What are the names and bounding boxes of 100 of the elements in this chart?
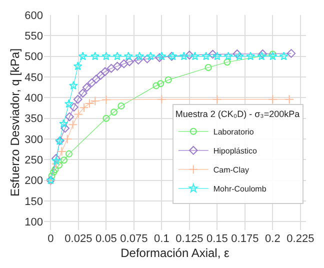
point: [60, 124, 70, 133]
point: [78, 52, 88, 60]
point: [48, 172, 56, 180]
point: [65, 150, 72, 158]
point: [179, 52, 188, 60]
point: [74, 110, 84, 119]
point: [118, 102, 125, 110]
legend-label: Laboratorio: [213, 128, 254, 137]
point: [185, 50, 194, 60]
point: [146, 52, 156, 60]
x-tick-label: 0.2: [265, 233, 280, 245]
point: [155, 53, 164, 62]
x-tick-label: 0.025: [64, 233, 92, 245]
point: [59, 119, 68, 128]
point: [212, 52, 222, 60]
point: [286, 49, 296, 58]
point: [268, 52, 278, 60]
point: [70, 102, 78, 112]
point: [78, 88, 88, 98]
point: [134, 52, 144, 60]
point: [52, 159, 61, 169]
point: [112, 52, 122, 60]
point: [52, 156, 61, 165]
point: [101, 95, 111, 104]
y-tick-label: 100: [24, 216, 43, 229]
point: [96, 70, 106, 80]
x-tick-label: 0.175: [231, 233, 259, 245]
point: [224, 58, 231, 66]
point: [64, 99, 74, 108]
point: [68, 120, 78, 130]
point: [68, 81, 78, 90]
point: [142, 54, 152, 64]
x-tick-label: 0.075: [120, 233, 148, 245]
point: [224, 52, 233, 60]
y-tick-label: 300: [24, 134, 43, 146]
point: [73, 62, 82, 70]
point: [79, 102, 89, 112]
point: [257, 52, 266, 60]
point: [106, 64, 116, 73]
point: [87, 78, 96, 88]
x-tick-label: 0.125: [176, 233, 204, 245]
point: [156, 94, 166, 104]
y-axis-title: Esfuerzo Desviador, q [kPa]: [8, 48, 22, 197]
point: [102, 52, 111, 60]
point: [52, 166, 59, 174]
point: [190, 52, 200, 60]
legend-label: Cam-Clay: [213, 166, 249, 175]
point: [202, 52, 211, 60]
point: [157, 52, 166, 60]
point: [90, 52, 100, 60]
point: [157, 80, 164, 88]
point: [125, 57, 134, 66]
y-tick-label: 250: [24, 154, 43, 167]
legend-title: Muestra 2 (CK₀D) - σ₃=200kPa: [175, 108, 300, 119]
point: [84, 98, 94, 108]
point: [82, 82, 92, 92]
x-tick-label: 0.05: [95, 233, 117, 245]
point: [120, 59, 128, 68]
point: [232, 49, 242, 58]
point: [62, 134, 72, 144]
y-tick-label: 150: [24, 196, 43, 208]
y-tick-label: 550: [24, 30, 43, 43]
point: [268, 94, 278, 104]
y-tick-label: 500: [24, 51, 43, 64]
point: [152, 82, 160, 90]
point: [65, 112, 74, 122]
y-tick-label: 200: [24, 175, 43, 188]
point: [100, 67, 110, 76]
x-tick-label: 0: [48, 233, 54, 245]
point: [279, 52, 288, 60]
point: [73, 94, 82, 104]
legend-label: Hipoplástico: [213, 146, 258, 156]
point: [208, 50, 218, 59]
point: [112, 62, 122, 71]
point: [234, 52, 244, 60]
point: [269, 50, 276, 58]
point: [50, 168, 58, 176]
y-tick-label: 400: [24, 92, 43, 105]
point: [204, 64, 212, 72]
x-tick-label: 0.225: [286, 233, 314, 245]
point: [110, 108, 118, 116]
point: [246, 52, 255, 60]
point: [134, 56, 143, 64]
point: [57, 146, 66, 156]
point: [258, 49, 268, 58]
point: [164, 76, 172, 84]
point: [60, 156, 68, 164]
point: [212, 94, 222, 104]
y-tick-label: 600: [24, 10, 43, 22]
point: [90, 96, 100, 106]
x-tick-label: 0.15: [206, 233, 228, 245]
y-tick-label: 350: [24, 113, 43, 126]
x-axis-title: Deformación Axial, ε: [120, 246, 230, 260]
point: [284, 94, 294, 104]
x-tick-label: 0.1: [154, 233, 170, 245]
legend-label: Mohr-Coulomb: [213, 184, 267, 194]
point: [102, 114, 110, 122]
point: [124, 52, 133, 60]
y-tick-label: 450: [24, 72, 43, 84]
point: [92, 74, 101, 84]
